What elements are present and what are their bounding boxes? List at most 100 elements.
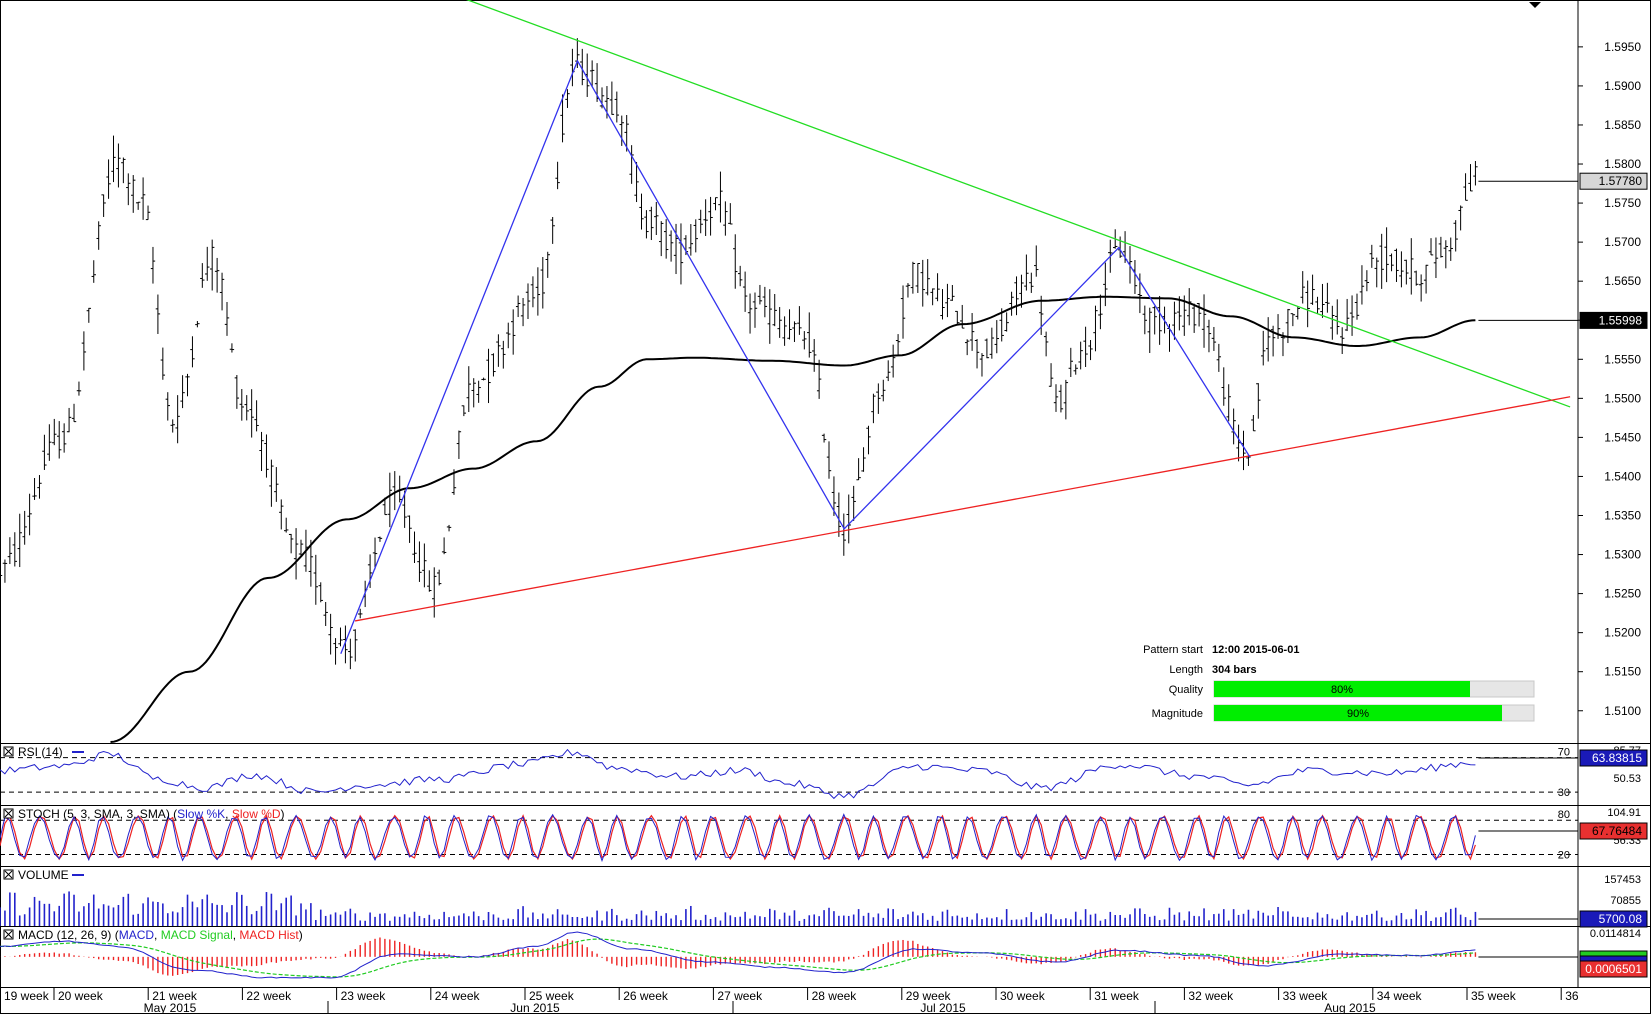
candle xyxy=(461,405,467,417)
candle xyxy=(42,434,47,470)
candle xyxy=(1300,271,1305,304)
candle xyxy=(1270,325,1276,357)
quality-value: 80% xyxy=(1331,684,1353,696)
candle xyxy=(767,289,772,344)
candle xyxy=(150,246,156,284)
candle xyxy=(718,171,723,223)
stoch-axis-label: 104.91 xyxy=(1607,807,1641,819)
price-tick-label: 1.5300 xyxy=(1604,548,1641,562)
candle xyxy=(175,395,180,444)
candle xyxy=(520,297,526,327)
candle xyxy=(367,554,373,588)
candle xyxy=(589,60,595,88)
candle xyxy=(1068,347,1073,378)
macd-marker-box xyxy=(1579,955,1648,962)
pattern-start-value: 12:00 2015-06-01 xyxy=(1212,644,1299,656)
candle xyxy=(905,283,911,298)
price-tick-label: 1.5950 xyxy=(1604,40,1641,54)
indicator-name: STOCH (5, 3, SMA, 3, SMA) ( xyxy=(18,807,177,821)
candle xyxy=(7,537,13,565)
stoch-level-label: 20 xyxy=(1558,850,1570,862)
candle xyxy=(1423,264,1429,294)
week-label: 20 week xyxy=(58,989,104,1003)
candle xyxy=(1236,424,1241,462)
indicator-name: VOLUME xyxy=(18,868,69,882)
price-tick-label: 1.5700 xyxy=(1604,235,1641,249)
candle xyxy=(1093,305,1098,352)
legend-separator: , xyxy=(233,928,240,942)
week-label: 36 xyxy=(1565,989,1579,1003)
candle xyxy=(762,286,768,318)
candle xyxy=(821,433,827,443)
candle xyxy=(826,441,832,479)
week-label: 33 week xyxy=(1283,989,1329,1003)
candle xyxy=(1448,237,1453,261)
price-tick-label: 1.5400 xyxy=(1604,469,1641,483)
week-label: 34 week xyxy=(1377,989,1423,1003)
legend-entry: MACD Signal xyxy=(161,928,233,942)
candle xyxy=(1211,326,1217,351)
indicator-title: VOLUME xyxy=(18,868,69,882)
week-label: 21 week xyxy=(152,989,198,1003)
candle xyxy=(180,375,185,409)
candle xyxy=(782,316,787,346)
candle xyxy=(540,257,546,309)
price-tick-label: 1.5150 xyxy=(1604,665,1641,679)
legend-separator: ) xyxy=(281,807,285,821)
candle xyxy=(1458,205,1463,231)
candle xyxy=(37,475,42,499)
candle xyxy=(318,582,323,603)
candle xyxy=(629,145,634,184)
candle xyxy=(328,613,333,655)
candle xyxy=(1206,319,1212,353)
candle xyxy=(851,485,856,521)
week-label: 22 week xyxy=(246,989,292,1003)
candle xyxy=(663,219,669,259)
candle xyxy=(506,322,511,349)
resistance-line xyxy=(465,0,1571,408)
month-label: Jun 2015 xyxy=(510,1001,560,1014)
candle xyxy=(555,161,560,190)
indicator-title: RSI (14) xyxy=(18,745,63,759)
candle xyxy=(333,638,338,665)
candle xyxy=(841,513,847,556)
rsi-line xyxy=(0,748,1476,800)
candle xyxy=(135,201,141,210)
candle xyxy=(1226,384,1231,422)
candle xyxy=(372,537,378,570)
candle xyxy=(856,458,861,481)
candle xyxy=(1147,307,1152,354)
candle xyxy=(441,537,447,555)
candle xyxy=(742,271,748,312)
candle xyxy=(1004,312,1009,332)
candle xyxy=(358,608,363,619)
candle xyxy=(1364,270,1370,292)
candle xyxy=(1473,160,1478,186)
candle xyxy=(279,499,284,530)
candle xyxy=(27,493,32,536)
indicator-title: STOCH (5, 3, SMA, 3, SMA) (Slow %K, Slow… xyxy=(18,807,285,821)
candle xyxy=(1078,341,1083,370)
candle xyxy=(471,378,476,408)
week-label: 29 week xyxy=(906,989,952,1003)
price-tick-label: 1.5200 xyxy=(1604,626,1641,640)
candle xyxy=(57,421,62,459)
candle xyxy=(797,306,802,335)
macd-line xyxy=(0,931,1476,979)
price-tick-label: 1.5350 xyxy=(1604,508,1641,522)
candle xyxy=(86,307,92,323)
candle xyxy=(338,627,343,647)
candle xyxy=(1335,299,1340,335)
candle xyxy=(1058,384,1064,413)
candle xyxy=(269,459,274,507)
candle xyxy=(565,89,570,108)
week-label: 25 week xyxy=(529,989,575,1003)
magnitude-value: 90% xyxy=(1347,708,1369,720)
candle xyxy=(915,263,921,293)
candle xyxy=(886,360,891,382)
candle xyxy=(812,339,817,372)
candle xyxy=(407,515,412,543)
candle xyxy=(673,223,679,275)
candle xyxy=(2,559,8,583)
